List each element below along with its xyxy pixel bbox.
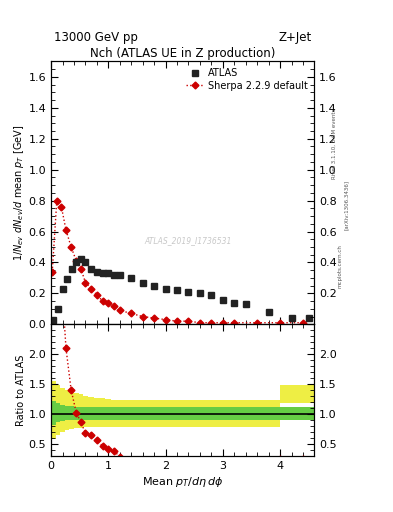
ATLAS xyxy=(232,300,237,306)
ATLAS xyxy=(140,280,145,286)
Sherpa 2.2.9 default xyxy=(255,319,259,326)
Text: Z+Jet: Z+Jet xyxy=(279,31,312,45)
Sherpa 2.2.9 default xyxy=(220,319,225,326)
ATLAS xyxy=(198,290,202,296)
Text: [arXiv:1306.3436]: [arXiv:1306.3436] xyxy=(344,180,349,230)
Sherpa 2.2.9 default xyxy=(69,244,73,250)
ATLAS xyxy=(106,270,111,276)
X-axis label: Mean $p_T/d\eta\,d\phi$: Mean $p_T/d\eta\,d\phi$ xyxy=(142,475,224,489)
Sherpa 2.2.9 default xyxy=(198,319,202,326)
Sherpa 2.2.9 default xyxy=(118,307,122,313)
ATLAS xyxy=(220,296,225,303)
ATLAS xyxy=(74,260,79,266)
Sherpa 2.2.9 default xyxy=(209,319,214,326)
Sherpa 2.2.9 default xyxy=(64,227,68,233)
ATLAS xyxy=(60,286,65,292)
Text: mcplots.cern.ch: mcplots.cern.ch xyxy=(338,244,343,288)
Y-axis label: $1/N_{ev}$ $dN_{ev}/d$ mean $p_T$ [GeV]: $1/N_{ev}$ $dN_{ev}/d$ mean $p_T$ [GeV] xyxy=(12,124,26,261)
Sherpa 2.2.9 default xyxy=(163,316,168,323)
ATLAS xyxy=(100,270,105,276)
Line: ATLAS: ATLAS xyxy=(50,256,312,323)
Sherpa 2.2.9 default xyxy=(140,313,145,319)
Sherpa 2.2.9 default xyxy=(278,319,283,326)
ATLAS xyxy=(83,260,88,266)
ATLAS xyxy=(89,266,94,272)
ATLAS xyxy=(152,283,156,289)
ATLAS xyxy=(65,276,70,283)
Sherpa 2.2.9 default xyxy=(50,269,55,275)
Sherpa 2.2.9 default xyxy=(59,204,64,210)
ATLAS xyxy=(55,306,60,312)
Title: Nch (ATLAS UE in Z production): Nch (ATLAS UE in Z production) xyxy=(90,47,275,60)
ATLAS xyxy=(95,269,99,275)
Sherpa 2.2.9 default xyxy=(89,286,94,292)
Sherpa 2.2.9 default xyxy=(112,303,116,309)
ATLAS xyxy=(306,315,311,321)
Text: ATLAS_2019_I1736531: ATLAS_2019_I1736531 xyxy=(144,236,232,245)
ATLAS xyxy=(289,315,294,321)
Sherpa 2.2.9 default xyxy=(152,315,156,321)
Sherpa 2.2.9 default xyxy=(174,318,179,324)
ATLAS xyxy=(266,309,271,315)
ATLAS xyxy=(69,266,74,272)
Sherpa 2.2.9 default xyxy=(74,258,79,264)
Sherpa 2.2.9 default xyxy=(95,292,99,298)
Sherpa 2.2.9 default xyxy=(106,300,111,306)
Text: 13000 GeV pp: 13000 GeV pp xyxy=(54,31,138,45)
Sherpa 2.2.9 default xyxy=(79,266,83,272)
Legend: ATLAS, Sherpa 2.2.9 default: ATLAS, Sherpa 2.2.9 default xyxy=(184,66,310,93)
Sherpa 2.2.9 default xyxy=(186,318,191,324)
ATLAS xyxy=(163,286,168,292)
Line: Sherpa 2.2.9 default: Sherpa 2.2.9 default xyxy=(50,198,305,325)
Sherpa 2.2.9 default xyxy=(129,310,134,316)
ATLAS xyxy=(118,272,122,278)
ATLAS xyxy=(209,292,214,298)
ATLAS xyxy=(129,275,134,281)
ATLAS xyxy=(79,257,83,263)
ATLAS xyxy=(243,301,248,307)
ATLAS xyxy=(112,272,116,278)
ATLAS xyxy=(51,316,56,323)
Sherpa 2.2.9 default xyxy=(301,319,305,326)
ATLAS xyxy=(174,287,179,293)
Sherpa 2.2.9 default xyxy=(232,319,237,326)
Text: Rivet 3.1.10, 3.6M events: Rivet 3.1.10, 3.6M events xyxy=(332,108,337,179)
ATLAS xyxy=(186,289,191,295)
Y-axis label: Ratio to ATLAS: Ratio to ATLAS xyxy=(16,354,26,425)
Sherpa 2.2.9 default xyxy=(55,198,59,204)
Sherpa 2.2.9 default xyxy=(100,298,105,304)
Sherpa 2.2.9 default xyxy=(83,280,88,286)
